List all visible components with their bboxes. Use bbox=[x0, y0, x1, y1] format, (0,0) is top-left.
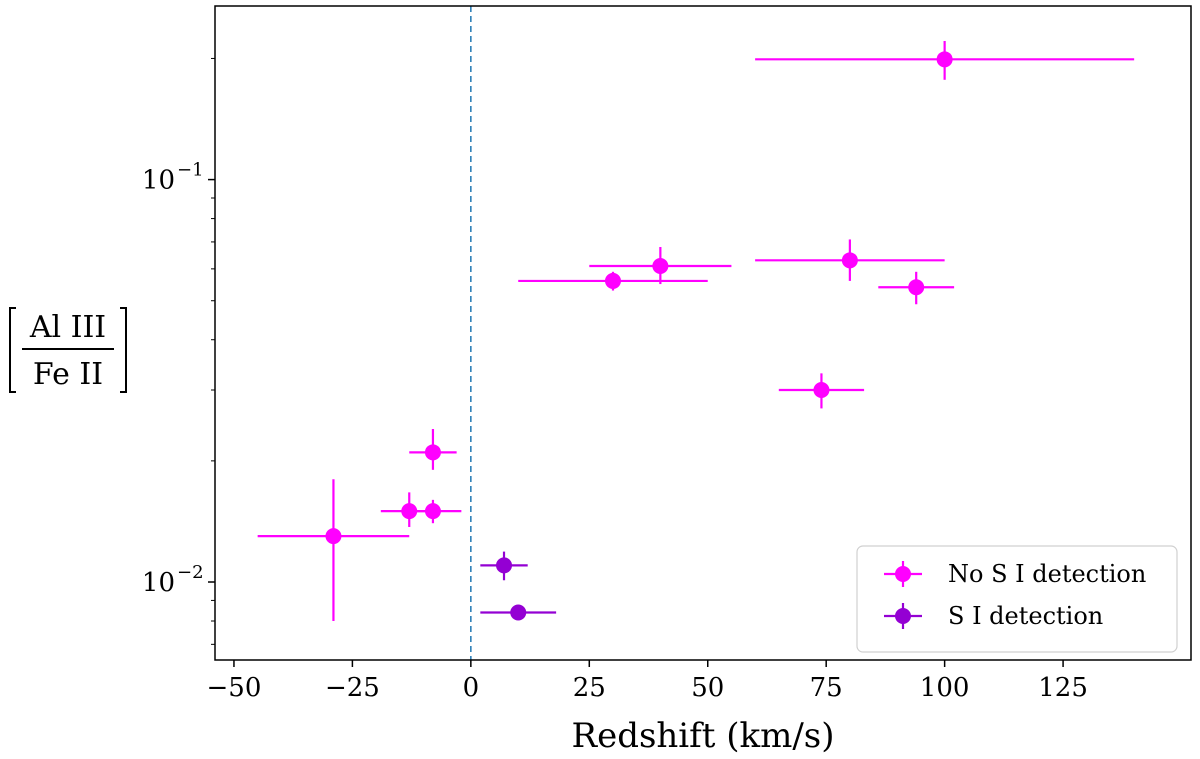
x-tick-label: 25 bbox=[573, 673, 606, 703]
data-point bbox=[778, 373, 865, 409]
legend: No S I detection S I detection bbox=[856, 545, 1178, 653]
y-tick-label-exponent: −1 bbox=[177, 160, 204, 181]
y-tick-label: 10 bbox=[142, 568, 175, 598]
plot-frame bbox=[214, 5, 1192, 661]
y-axis-label-right-bracket bbox=[120, 307, 127, 393]
marker bbox=[604, 272, 621, 289]
legend-item: S I detection bbox=[884, 602, 1103, 630]
data-point bbox=[409, 429, 457, 470]
x-axis: −50 −25 0 25 50 75 100 125 bbox=[207, 660, 1088, 703]
y-tick-label-exponent: −2 bbox=[177, 562, 204, 583]
y-axis-label: Al III Fe II bbox=[9, 307, 127, 393]
marker bbox=[813, 382, 830, 399]
series-2 bbox=[480, 551, 557, 621]
marker bbox=[424, 503, 441, 520]
y-axis-label-left-bracket bbox=[9, 307, 16, 393]
marker bbox=[841, 252, 858, 269]
marker bbox=[510, 604, 527, 621]
data-point bbox=[518, 271, 708, 291]
x-tick-label: 50 bbox=[691, 673, 724, 703]
data-point bbox=[257, 479, 410, 622]
legend-item: No S I detection bbox=[884, 560, 1146, 588]
x-tick-label: 0 bbox=[463, 673, 480, 703]
data-point bbox=[755, 239, 945, 281]
y-axis-label-numerator: Al III bbox=[29, 310, 106, 345]
x-tick-label: 125 bbox=[1038, 673, 1088, 703]
y-axis-label-denominator: Fe II bbox=[33, 357, 103, 392]
marker bbox=[652, 257, 669, 274]
x-tick-label: 100 bbox=[920, 673, 970, 703]
legend-label: S I detection bbox=[948, 602, 1103, 630]
data-point bbox=[755, 40, 1135, 80]
x-tick-label: −50 bbox=[207, 673, 262, 703]
data-point bbox=[480, 551, 528, 581]
marker bbox=[936, 51, 953, 68]
x-tick-label: 75 bbox=[810, 673, 843, 703]
data-point bbox=[404, 499, 462, 524]
legend-marker bbox=[895, 566, 911, 582]
x-tick-label: −25 bbox=[325, 673, 380, 703]
marker bbox=[424, 444, 441, 461]
legend-frame bbox=[856, 545, 1178, 653]
data-point bbox=[878, 271, 955, 305]
data-point bbox=[480, 604, 557, 621]
x-axis-label: Redshift (km/s) bbox=[571, 716, 834, 756]
marker bbox=[908, 279, 925, 296]
data-point bbox=[589, 246, 732, 285]
y-axis: 10−210−1 bbox=[142, 57, 215, 645]
plot-area bbox=[257, 6, 1135, 660]
marker bbox=[325, 528, 342, 545]
series-1 bbox=[257, 40, 1135, 622]
y-tick-label: 10 bbox=[142, 166, 175, 196]
legend-marker bbox=[895, 608, 911, 624]
marker bbox=[496, 557, 513, 574]
legend-label: No S I detection bbox=[948, 560, 1146, 588]
